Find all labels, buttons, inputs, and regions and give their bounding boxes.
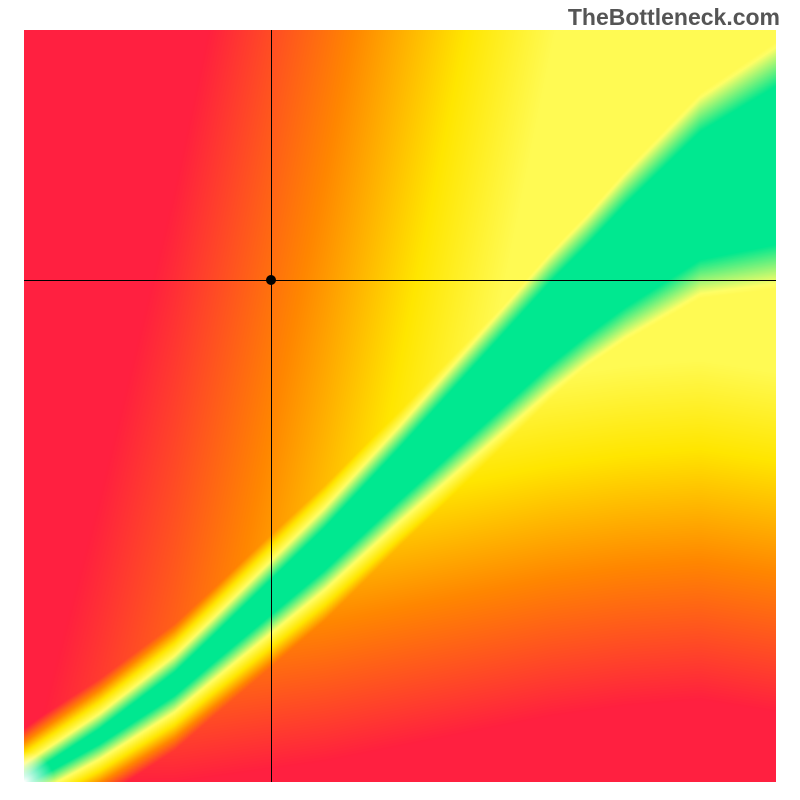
heatmap-chart xyxy=(24,30,776,782)
crosshair-horizontal xyxy=(24,280,776,281)
chart-container: TheBottleneck.com xyxy=(0,0,800,800)
heatmap-canvas xyxy=(24,30,776,782)
crosshair-vertical xyxy=(271,30,272,782)
watermark-text: TheBottleneck.com xyxy=(568,4,780,31)
data-point-marker xyxy=(266,275,276,285)
